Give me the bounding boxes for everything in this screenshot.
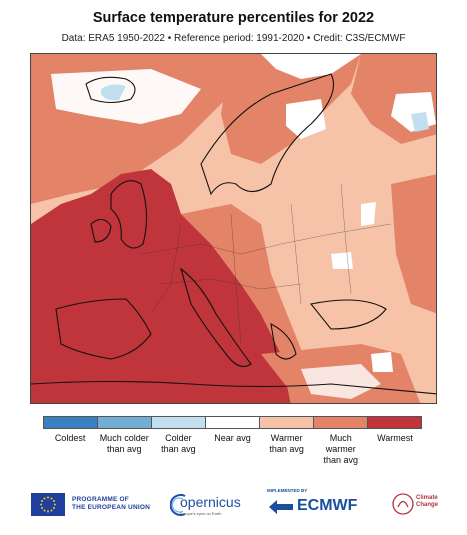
legend-color-bar	[43, 416, 422, 429]
britain-outline	[110, 180, 148, 249]
ecmwf-arrows-icon	[269, 500, 293, 514]
legend-label: Near avg	[214, 433, 251, 443]
legend-label: Warmer than avg	[269, 433, 304, 454]
italy-outline	[180, 267, 252, 367]
copernicus-name: opernicus	[180, 494, 241, 510]
ecmwf-logo: IMPLEMENTED BY ECMWF	[267, 488, 367, 520]
iceland-outline	[85, 76, 136, 104]
east-med-near-avg	[301, 364, 381, 399]
footer-logos: PROGRAMME OF THE EUROPEAN UNION opernicu…	[0, 485, 467, 525]
greece-outline	[270, 323, 297, 360]
country-borders	[140, 183, 392, 345]
russia-colder-patch	[411, 112, 429, 132]
black-sea-outline	[310, 299, 387, 330]
ireland-outline	[90, 218, 112, 243]
arctic-near-avg	[261, 54, 361, 79]
east-near-avg-1	[361, 202, 376, 226]
climate-change-text: Climate Change	[416, 495, 439, 508]
ecmwf-name: ECMWF	[297, 497, 358, 514]
legend-swatch	[97, 417, 151, 428]
legend-swatch	[44, 417, 97, 428]
legend-label: Colder than avg	[161, 433, 196, 454]
legend-swatch	[367, 417, 421, 428]
scandinavia-outline	[200, 73, 335, 196]
chart-subtitle: Data: ERA5 1950-2022 • Reference period:…	[61, 33, 406, 44]
climate-change-icon	[392, 493, 414, 515]
western-europe-warmest	[31, 169, 291, 403]
east-warm-patch	[391, 174, 436, 314]
legend-label: Coldest	[54, 433, 86, 443]
coastlines	[31, 73, 436, 395]
copernicus-logo: opernicus Europe's eyes on Earth	[170, 491, 241, 519]
temperature-percentile-map	[30, 53, 437, 404]
iceland-cool	[101, 84, 126, 101]
eu-flag-icon	[31, 493, 65, 516]
legend-label: Much warmer than avg	[323, 433, 359, 465]
legend-labels: Coldest Much colder than avg Colder than a…	[43, 433, 422, 466]
legend-swatch	[151, 417, 205, 428]
ecmwf-implemented-by: IMPLEMENTED BY	[267, 488, 308, 493]
legend-swatch	[259, 417, 313, 428]
legend-swatch	[313, 417, 367, 428]
eu-programme-text: PROGRAMME OF THE EUROPEAN UNION	[72, 496, 150, 511]
legend-swatch	[205, 417, 259, 428]
north-africa-coast	[31, 380, 436, 395]
scandinavia-near-avg	[286, 99, 326, 139]
iberia-outline	[55, 298, 152, 360]
copernicus-tagline: Europe's eyes on Earth	[180, 511, 222, 516]
east-near-avg-2	[331, 252, 353, 269]
east-near-avg-3	[371, 352, 393, 372]
chart-title: Surface temperature percentiles for 2022	[92, 10, 375, 26]
copernicus-c-icon	[170, 494, 186, 516]
legend-label: Warmest	[377, 433, 413, 443]
europe-map-graphic	[31, 54, 436, 403]
climate-change-logo: Climate Change	[392, 489, 442, 521]
legend-label: Much colder than avg	[99, 433, 149, 454]
